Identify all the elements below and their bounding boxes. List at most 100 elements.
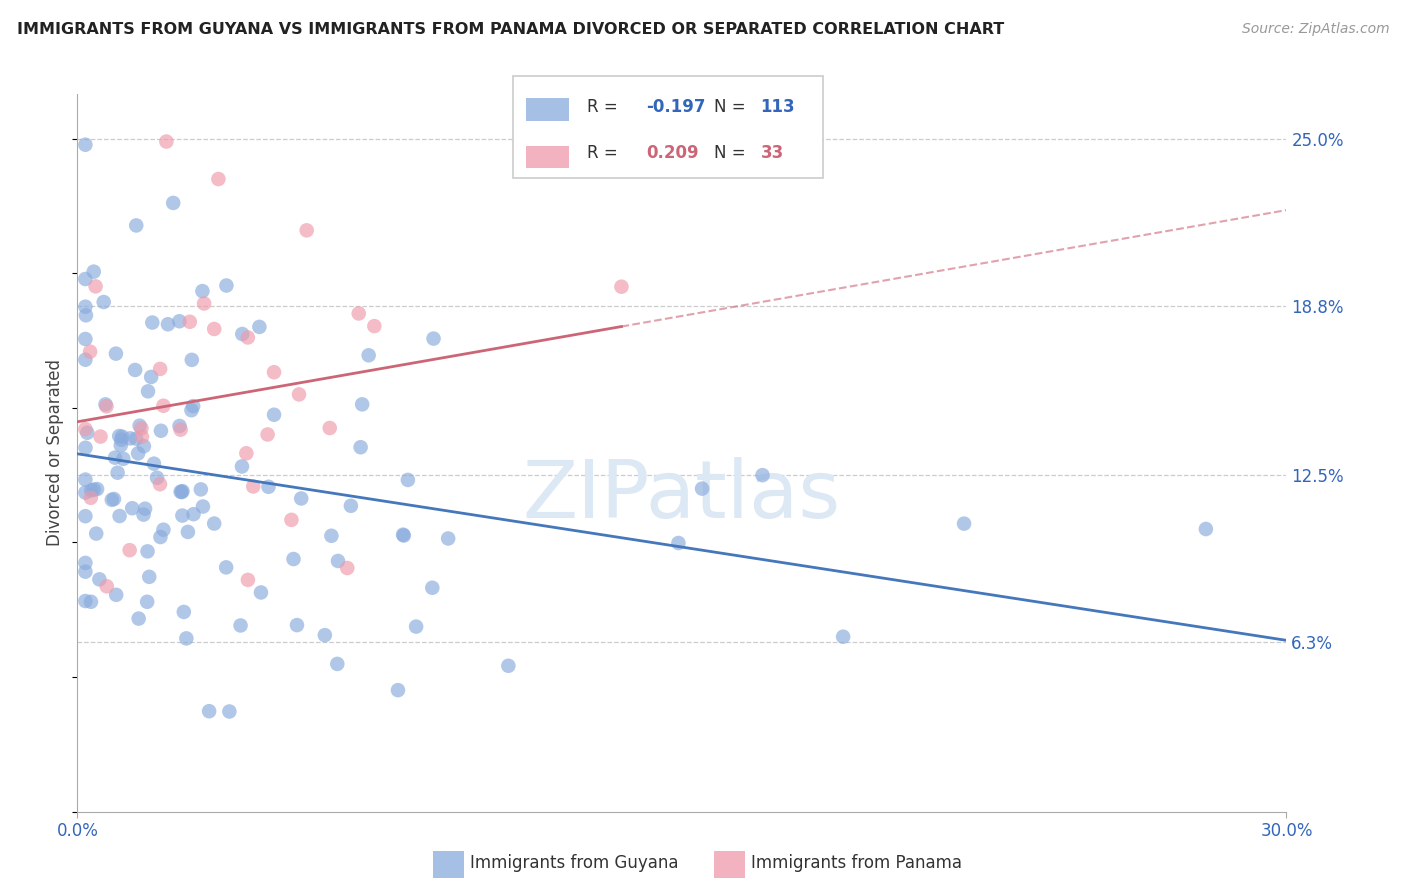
Point — [202, 322, 225, 336]
Point — [138, 570, 160, 584]
Point — [132, 439, 155, 453]
Point — [193, 296, 215, 310]
Text: R =: R = — [588, 98, 623, 116]
Point — [263, 408, 285, 422]
Text: Source: ZipAtlas.com: Source: ZipAtlas.com — [1241, 22, 1389, 37]
Point — [131, 421, 153, 435]
Point — [76, 425, 98, 440]
Point — [202, 516, 225, 531]
Point — [198, 704, 221, 718]
Point — [191, 500, 214, 514]
Point — [256, 427, 278, 442]
Point — [280, 513, 302, 527]
Point — [288, 387, 311, 401]
Point — [103, 491, 125, 506]
Point — [668, 536, 690, 550]
Text: N =: N = — [714, 98, 751, 116]
Point — [141, 316, 163, 330]
Point — [108, 429, 131, 443]
Point — [191, 284, 214, 298]
Point — [392, 528, 415, 542]
Point — [172, 484, 194, 499]
Point — [94, 397, 117, 411]
Text: 33: 33 — [761, 145, 785, 162]
Point — [180, 352, 202, 367]
Point — [314, 628, 336, 642]
Point — [149, 362, 172, 376]
Point — [236, 573, 259, 587]
Text: ZIPatlas: ZIPatlas — [523, 457, 841, 535]
Point — [336, 561, 359, 575]
Point — [121, 501, 143, 516]
Point — [387, 683, 409, 698]
Point — [136, 544, 159, 558]
Point — [363, 319, 385, 334]
Text: 113: 113 — [761, 98, 796, 116]
Point — [155, 135, 177, 149]
Point — [89, 572, 111, 586]
Point — [131, 430, 153, 444]
Point — [231, 326, 253, 341]
Point — [111, 429, 134, 443]
Text: 0.209: 0.209 — [647, 145, 699, 162]
Point — [139, 370, 162, 384]
Text: -0.197: -0.197 — [647, 98, 706, 116]
Point — [96, 400, 118, 414]
FancyBboxPatch shape — [526, 98, 569, 121]
Point — [120, 431, 142, 445]
Point — [177, 524, 200, 539]
Point — [169, 423, 191, 437]
Point — [84, 526, 107, 541]
Point — [392, 527, 415, 541]
Point — [172, 508, 194, 523]
Point — [75, 594, 97, 608]
Point — [162, 196, 184, 211]
Point — [250, 585, 273, 599]
Point — [176, 632, 198, 646]
Point — [207, 172, 229, 186]
Point — [235, 446, 257, 460]
Point — [290, 491, 312, 506]
Point — [751, 468, 773, 483]
Point — [1195, 522, 1218, 536]
Point — [173, 605, 195, 619]
Point — [127, 446, 149, 460]
Point — [437, 532, 460, 546]
Point — [104, 346, 127, 360]
Point — [104, 450, 127, 465]
Point — [170, 485, 193, 500]
Point — [422, 332, 444, 346]
Point — [321, 529, 343, 543]
Point — [112, 451, 135, 466]
FancyBboxPatch shape — [714, 851, 745, 878]
Point — [75, 352, 97, 367]
Point — [169, 419, 191, 434]
Point — [149, 530, 172, 544]
Point — [136, 595, 159, 609]
Point — [953, 516, 976, 531]
Point — [340, 499, 363, 513]
Point — [80, 491, 103, 505]
Point — [124, 363, 146, 377]
Point — [136, 384, 159, 399]
Point — [357, 348, 380, 362]
Point — [190, 483, 212, 497]
Point — [347, 306, 370, 320]
Point — [247, 319, 270, 334]
Point — [75, 332, 97, 346]
Point — [229, 618, 252, 632]
Point — [125, 432, 148, 446]
Point — [108, 508, 131, 523]
Point — [319, 421, 342, 435]
Point — [295, 223, 318, 237]
Point — [79, 344, 101, 359]
Point — [80, 595, 103, 609]
FancyBboxPatch shape — [526, 145, 569, 168]
Text: N =: N = — [714, 145, 751, 162]
Point — [84, 279, 107, 293]
Point — [149, 424, 172, 438]
Point — [75, 272, 97, 286]
Point — [180, 403, 202, 417]
Point — [110, 438, 132, 452]
Point — [110, 433, 132, 447]
